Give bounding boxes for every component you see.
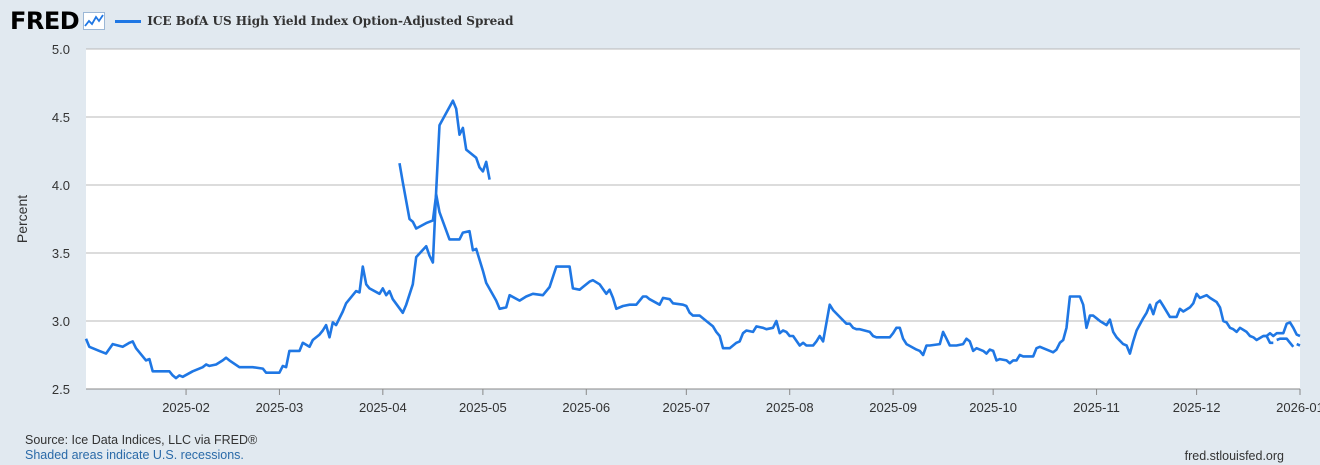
plot-area: [86, 49, 1300, 389]
x-tick-label: 2025-06: [562, 400, 610, 415]
x-tick-label: 2025-08: [766, 400, 814, 415]
y-tick-label: 4.5: [52, 110, 70, 125]
line-chart: 2.5 3.0 3.5 4.0 4.5 5.0 2025-02 2025-03 2025-04 2…: [14, 42, 1320, 415]
x-tick-label: 2025-02: [162, 400, 210, 415]
series-line-segment: [84, 99, 491, 380]
chart-header: FRED ICE BofA US High Yield Index Option…: [10, 6, 513, 36]
x-tick-label: 2025-12: [1173, 400, 1221, 415]
y-axis-label: Percent: [14, 195, 30, 243]
x-tick-label: 2025-04: [359, 400, 407, 415]
x-tick-label: 2025-03: [256, 400, 304, 415]
series-line-segment: [1296, 342, 1301, 347]
y-tick-label: 5.0: [52, 42, 70, 57]
legend-swatch: [115, 19, 142, 23]
x-tick-label: 2025-07: [662, 400, 710, 415]
y-tick-label: 3.0: [52, 314, 70, 329]
y-tick-label: 3.5: [52, 246, 70, 261]
x-tick-label: 2025-09: [869, 400, 917, 415]
series-line-segment: [398, 162, 1301, 365]
fred-logo[interactable]: FRED: [10, 7, 80, 35]
y-tick-label: 4.0: [52, 178, 70, 193]
fred-trend-line-icon: [83, 12, 106, 30]
x-tick-label: 2025-11: [1073, 400, 1120, 415]
x-tick-label: 2025-10: [969, 400, 1017, 415]
recession-note-link[interactable]: Shaded areas indicate U.S. recessions.: [25, 448, 244, 462]
series-line-segment: [1276, 337, 1295, 348]
x-tick-label: 2025-05: [459, 400, 507, 415]
legend-series-label: ICE BofA US High Yield Index Option-Adju…: [147, 14, 514, 28]
x-tick-label: 2026-01: [1276, 400, 1320, 415]
chart-legend: ICE BofA US High Yield Index Option-Adju…: [115, 14, 513, 28]
y-tick-label: 2.5: [52, 382, 70, 397]
site-url: fred.stlouisfed.org: [1184, 449, 1284, 463]
chart-footer: Source: Ice Data Indices, LLC via FRED® …: [25, 433, 257, 463]
series-line-segment: [1263, 334, 1274, 345]
source-note: Source: Ice Data Indices, LLC via FRED®: [25, 433, 258, 447]
